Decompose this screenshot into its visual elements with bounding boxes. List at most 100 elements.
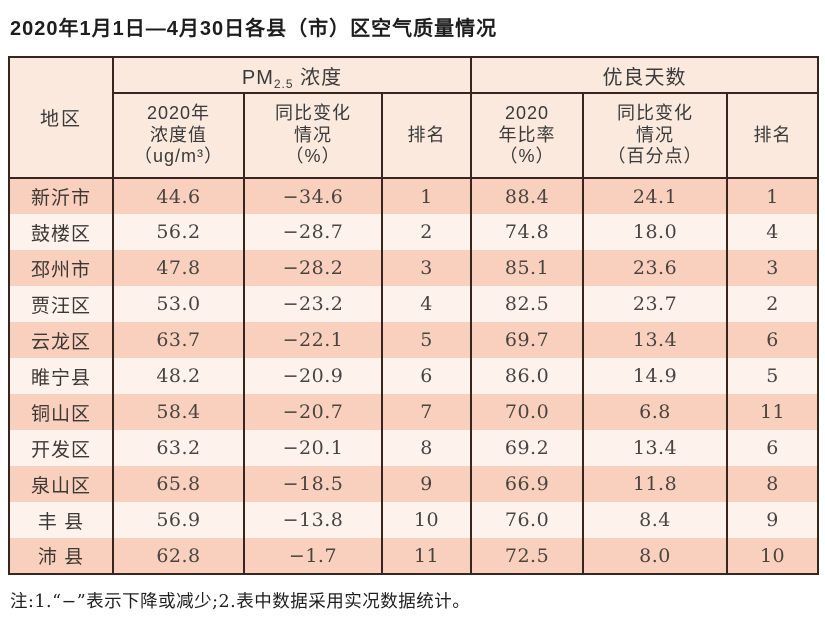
page-title: 2020年1月1日—4月30日各县（市）区空气质量情况 — [10, 18, 498, 40]
header-line: （%） — [285, 146, 341, 167]
pm-change-cell: −23.2 — [243, 286, 383, 322]
days-change-cell: 24.1 — [582, 178, 729, 214]
pm-rank-cell: 5 — [380, 322, 473, 358]
days-ratio-cell: 82.5 — [470, 286, 585, 322]
days-ratio-cell: 74.8 — [470, 214, 585, 250]
pm-rank-cell: 2 — [380, 214, 473, 250]
pm-value-cell: 56.9 — [112, 502, 245, 538]
header-line: 浓度值 — [150, 124, 207, 145]
days-change-cell: 18.0 — [582, 214, 729, 250]
days-ratio-cell: 72.5 — [470, 538, 585, 574]
days-rank-cell: 11 — [726, 394, 820, 430]
days-rank-cell: 9 — [726, 502, 820, 538]
days-ratio-cell: 69.2 — [470, 430, 585, 466]
pm25-subscript: 2.5 — [273, 76, 294, 91]
pm-change-cell: −20.9 — [243, 358, 383, 394]
table-row: 铜山区 58.4 −20.7 7 70.0 6.8 11 — [8, 394, 820, 430]
pm-rank-cell: 11 — [380, 538, 473, 574]
header-line: 2020 — [504, 102, 550, 123]
table-row: 贾汪区 53.0 −23.2 4 82.5 23.7 2 — [8, 286, 820, 322]
group-header-good-days: 优良天数 — [470, 57, 820, 94]
days-rank-cell: 10 — [726, 538, 820, 574]
pm-value-cell: 48.2 — [112, 358, 245, 394]
days-ratio-cell: 88.4 — [470, 178, 585, 214]
column-header-pm-change: 同比变化 情况 （%） — [243, 93, 383, 179]
table-row: 睢宁县 48.2 −20.9 6 86.0 14.9 5 — [8, 358, 820, 394]
pm-change-cell: −28.2 — [243, 250, 383, 286]
header-line: 2020年 — [146, 102, 211, 123]
pm-rank-cell: 9 — [380, 466, 473, 502]
days-rank-cell: 2 — [726, 286, 820, 322]
days-ratio-cell: 70.0 — [470, 394, 585, 430]
pm-change-cell: −18.5 — [243, 466, 383, 502]
header-line: 情况 — [294, 124, 332, 145]
table-row: 新沂市 44.6 −34.6 1 88.4 24.1 1 — [8, 178, 820, 214]
header-line: 同比变化 — [275, 102, 351, 123]
pm-change-cell: −20.1 — [243, 430, 383, 466]
pm-rank-cell: 8 — [380, 430, 473, 466]
region-cell: 泉山区 — [8, 466, 114, 502]
days-ratio-cell: 69.7 — [470, 322, 585, 358]
header-line: （百分点） — [607, 146, 703, 167]
table-header: 地区 PM2.5 浓度 优良天数 2020年 浓度值 （ug/m³） 同比变化 … — [8, 57, 820, 179]
days-change-cell: 8.4 — [582, 502, 729, 538]
pm25-label-suffix: 浓度 — [293, 66, 343, 89]
pm-value-cell: 47.8 — [112, 250, 245, 286]
header-line: 同比变化 — [617, 102, 694, 123]
header-line: （ug/m³） — [133, 146, 223, 167]
pm-value-cell: 53.0 — [112, 286, 245, 322]
air-quality-table: 地区 PM2.5 浓度 优良天数 2020年 浓度值 （ug/m³） 同比变化 … — [8, 56, 820, 575]
pm-change-cell: −1.7 — [243, 538, 383, 574]
region-cell: 云龙区 — [8, 322, 114, 358]
pm-value-cell: 65.8 — [112, 466, 245, 502]
table-body: 新沂市 44.6 −34.6 1 88.4 24.1 1 鼓楼区 56.2 −28.7 2 74.8 1… — [8, 178, 820, 574]
region-cell: 新沂市 — [8, 178, 114, 214]
days-ratio-cell: 66.9 — [470, 466, 585, 502]
days-change-cell: 6.8 — [582, 394, 729, 430]
footnote: 注:1.“−”表示下降或减少;2.表中数据采用实况数据统计。 — [10, 592, 471, 612]
table-row: 开发区 63.2 −20.1 8 69.2 13.4 6 — [8, 430, 820, 466]
days-ratio-cell: 86.0 — [470, 358, 585, 394]
column-header-days-change: 同比变化 情况 （百分点） — [582, 93, 729, 179]
pm-rank-cell: 4 — [380, 286, 473, 322]
region-cell: 鼓楼区 — [8, 214, 114, 250]
region-cell: 丰 县 — [8, 502, 114, 538]
table-row: 鼓楼区 56.2 −28.7 2 74.8 18.0 4 — [8, 214, 820, 250]
days-rank-cell: 4 — [726, 214, 820, 250]
days-change-cell: 14.9 — [582, 358, 729, 394]
column-header-pm-value: 2020年 浓度值 （ug/m³） — [112, 93, 245, 179]
header-line: 情况 — [636, 124, 675, 145]
days-rank-cell: 6 — [726, 430, 820, 466]
days-change-cell: 13.4 — [582, 322, 729, 358]
pm-rank-cell: 7 — [380, 394, 473, 430]
pm-change-cell: −34.6 — [243, 178, 383, 214]
pm-change-cell: −22.1 — [243, 322, 383, 358]
pm-rank-cell: 10 — [380, 502, 473, 538]
table-row: 云龙区 63.7 −22.1 5 69.7 13.4 6 — [8, 322, 820, 358]
pm-value-cell: 58.4 — [112, 394, 245, 430]
pm-value-cell: 63.7 — [112, 322, 245, 358]
column-header-pm-rank: 排名 — [380, 93, 473, 179]
group-header-pm25: PM2.5 浓度 — [111, 57, 473, 94]
days-change-cell: 8.0 — [582, 538, 729, 574]
table-row: 沛 县 62.8 −1.7 11 72.5 8.0 10 — [8, 538, 820, 574]
days-rank-cell: 6 — [726, 322, 820, 358]
days-ratio-cell: 85.1 — [470, 250, 585, 286]
pm-value-cell: 62.8 — [112, 538, 245, 574]
days-ratio-cell: 76.0 — [470, 502, 585, 538]
region-cell: 邳州市 — [8, 250, 114, 286]
region-cell: 贾汪区 — [8, 286, 114, 322]
days-change-cell: 11.8 — [582, 466, 729, 502]
pm-value-cell: 56.2 — [112, 214, 245, 250]
table-row: 泉山区 65.8 −18.5 9 66.9 11.8 8 — [8, 466, 820, 502]
days-change-cell: 23.6 — [582, 250, 729, 286]
header-line: （%） — [499, 146, 555, 167]
days-rank-cell: 1 — [726, 178, 820, 214]
days-rank-cell: 3 — [726, 250, 820, 286]
pm-value-cell: 63.2 — [112, 430, 245, 466]
pm-change-cell: −20.7 — [243, 394, 383, 430]
table-row: 邳州市 47.8 −28.2 3 85.1 23.6 3 — [8, 250, 820, 286]
column-header-days-rank: 排名 — [726, 93, 820, 179]
column-header-days-ratio: 2020 年比率 （%） — [470, 93, 585, 179]
table-row: 丰 县 56.9 −13.8 10 76.0 8.4 9 — [8, 502, 820, 538]
